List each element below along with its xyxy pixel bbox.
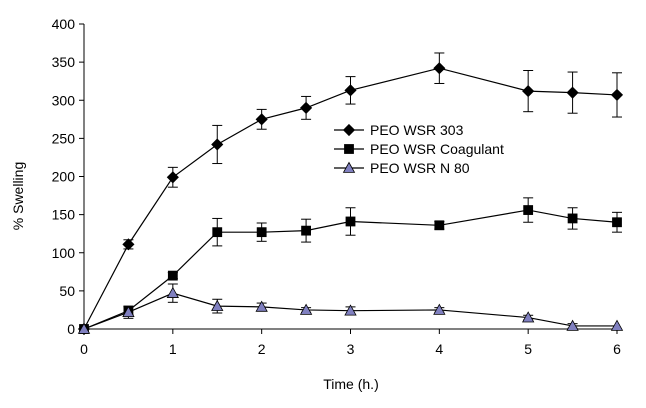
data-point — [567, 213, 578, 224]
y-tick-label: 250 — [52, 130, 76, 146]
legend-marker — [342, 123, 356, 137]
data-point — [77, 322, 91, 334]
y-tick-label: 200 — [52, 169, 76, 185]
data-point — [301, 225, 311, 236]
data-point — [434, 220, 445, 231]
x-tick-label: 0 — [80, 341, 88, 357]
data-point — [255, 113, 268, 126]
x-tick-label: 1 — [169, 341, 177, 357]
data-point — [122, 238, 135, 251]
data-point — [167, 270, 178, 281]
x-tick-label: 2 — [258, 341, 266, 357]
y-tick-label: 150 — [52, 207, 76, 223]
data-point — [300, 101, 313, 114]
y-tick-label: 300 — [52, 92, 76, 108]
legend-marker — [344, 144, 354, 154]
y-tick-label: 50 — [59, 283, 75, 299]
data-point — [211, 299, 224, 311]
data-point — [166, 171, 179, 184]
data-point — [612, 217, 622, 228]
series-2 — [77, 283, 624, 334]
data-point — [433, 303, 446, 315]
y-axis-title: % Swelling — [10, 162, 26, 230]
data-point — [522, 85, 535, 98]
data-point — [610, 319, 624, 331]
x-tick-label: 3 — [347, 341, 355, 357]
data-point — [345, 216, 356, 227]
data-point — [122, 305, 135, 318]
data-point — [255, 300, 268, 312]
data-point — [610, 88, 624, 101]
data-point — [433, 62, 446, 75]
data-point — [521, 311, 535, 323]
data-point — [166, 286, 180, 298]
data-point — [566, 319, 579, 331]
series-0 — [77, 52, 624, 336]
series-line — [83, 67, 618, 330]
legend-label: PEO WSR N 80 — [370, 160, 470, 176]
y-tick-label: 400 — [52, 16, 76, 32]
legend-label: PEO WSR 303 — [370, 122, 464, 138]
legend: PEO WSR 303 PEO WSR Coagulant PEO WSR N 80 — [334, 122, 504, 176]
y-tick-label: 350 — [52, 54, 76, 70]
data-point — [211, 138, 224, 151]
data-point — [344, 304, 357, 316]
data-point — [299, 303, 313, 315]
legend-marker — [342, 161, 356, 173]
data-point — [344, 84, 357, 97]
x-tick-label: 6 — [613, 341, 621, 357]
data-point — [523, 205, 534, 215]
y-tick-label: 0 — [67, 321, 75, 337]
y-tick-label: 100 — [52, 245, 76, 261]
legend-label: PEO WSR Coagulant — [370, 141, 504, 157]
x-tick-label: 5 — [524, 341, 532, 357]
data-point — [256, 227, 267, 238]
x-tick-label: 4 — [435, 341, 443, 357]
plot-area: 0 50 100 150 200 250 300 350 400 0 1 2 3 4 5 6 PEO WSR 3… — [52, 16, 624, 357]
x-axis-title: Time (h.) — [323, 376, 378, 392]
data-point — [212, 227, 223, 238]
data-point — [566, 86, 579, 99]
